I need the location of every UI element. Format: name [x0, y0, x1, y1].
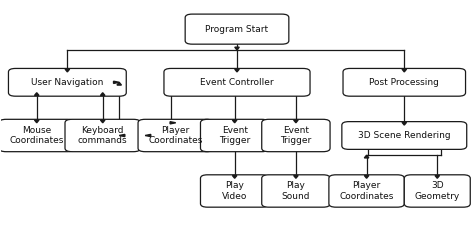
- Polygon shape: [365, 176, 369, 178]
- Polygon shape: [293, 176, 298, 178]
- Polygon shape: [100, 93, 105, 95]
- Polygon shape: [117, 82, 121, 85]
- Text: User Navigation: User Navigation: [31, 78, 103, 87]
- Text: Post Processing: Post Processing: [369, 78, 439, 87]
- Polygon shape: [100, 120, 105, 123]
- Polygon shape: [114, 81, 119, 84]
- FancyBboxPatch shape: [262, 119, 330, 152]
- FancyBboxPatch shape: [404, 175, 470, 207]
- Polygon shape: [145, 134, 151, 137]
- Polygon shape: [402, 122, 407, 125]
- Polygon shape: [232, 176, 237, 178]
- FancyBboxPatch shape: [164, 68, 310, 96]
- FancyBboxPatch shape: [201, 119, 269, 152]
- Text: Play
Sound: Play Sound: [282, 181, 310, 201]
- Text: Player
Coordinates: Player Coordinates: [148, 126, 203, 145]
- FancyBboxPatch shape: [262, 175, 330, 207]
- Text: 3D Scene Rendering: 3D Scene Rendering: [358, 131, 451, 140]
- FancyBboxPatch shape: [0, 119, 74, 152]
- Polygon shape: [119, 134, 125, 137]
- Polygon shape: [232, 120, 237, 123]
- Polygon shape: [402, 69, 407, 72]
- Polygon shape: [170, 122, 176, 124]
- Polygon shape: [435, 176, 439, 178]
- Text: Keyboard
commands: Keyboard commands: [78, 126, 128, 145]
- FancyBboxPatch shape: [9, 68, 126, 96]
- Text: Event
Trigger: Event Trigger: [219, 126, 250, 145]
- Polygon shape: [235, 47, 239, 50]
- FancyBboxPatch shape: [138, 119, 213, 152]
- FancyBboxPatch shape: [343, 68, 465, 96]
- Text: Event Controller: Event Controller: [200, 78, 274, 87]
- FancyBboxPatch shape: [185, 14, 289, 44]
- Polygon shape: [365, 155, 369, 158]
- Polygon shape: [65, 69, 70, 72]
- Polygon shape: [35, 93, 39, 95]
- FancyBboxPatch shape: [342, 122, 467, 149]
- Text: Program Start: Program Start: [205, 25, 269, 34]
- Polygon shape: [293, 120, 298, 123]
- Text: Mouse
Coordinates: Mouse Coordinates: [9, 126, 64, 145]
- FancyBboxPatch shape: [201, 175, 269, 207]
- Text: Player
Coordinates: Player Coordinates: [339, 181, 394, 201]
- Text: 3D
Geometry: 3D Geometry: [415, 181, 460, 201]
- FancyBboxPatch shape: [65, 119, 140, 152]
- Text: Event
Trigger: Event Trigger: [280, 126, 311, 145]
- Polygon shape: [235, 69, 239, 72]
- Polygon shape: [35, 120, 39, 123]
- FancyBboxPatch shape: [329, 175, 404, 207]
- Text: Play
Video: Play Video: [222, 181, 247, 201]
